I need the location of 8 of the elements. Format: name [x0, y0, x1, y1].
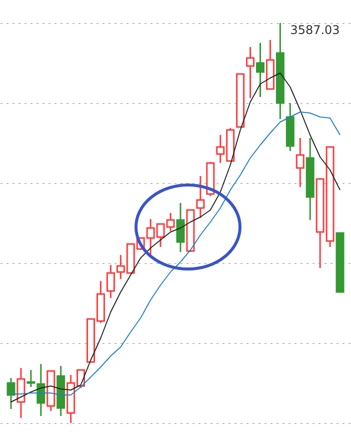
- candlestick: [296, 137, 304, 188]
- candlestick: [6, 377, 16, 410]
- candlestick: [16, 367, 26, 419]
- candlestick: [256, 42, 264, 98]
- candlestick: [246, 46, 255, 99]
- candlestick: [176, 202, 185, 253]
- annotation: 3587.03: [290, 23, 340, 37]
- candlestick: [196, 175, 205, 219]
